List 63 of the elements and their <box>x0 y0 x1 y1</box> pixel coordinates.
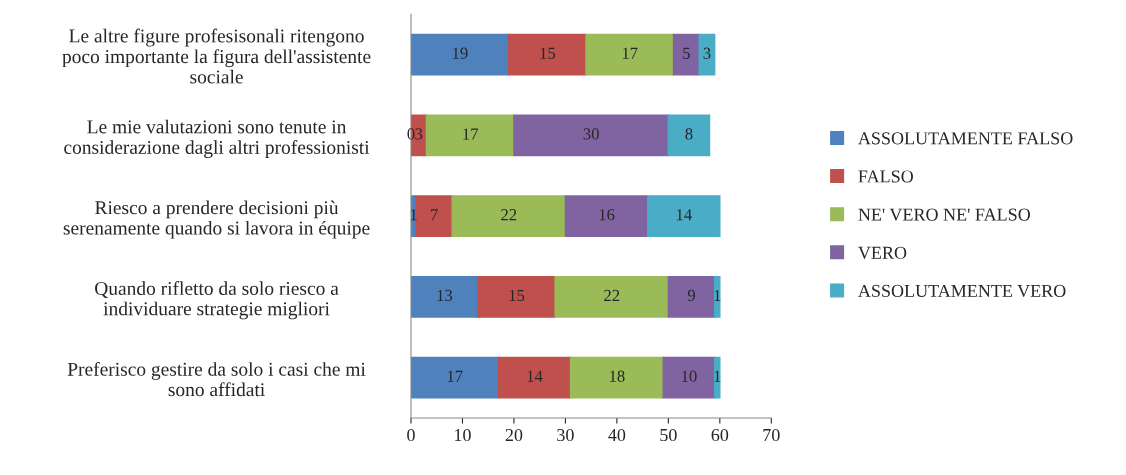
data-label: 7 <box>431 209 438 221</box>
x-tick-label: 0 <box>407 428 415 442</box>
bar <box>477 275 556 318</box>
data-label: 10 <box>682 370 697 382</box>
y-tick-label: Preferisco gestire da solo i casi che mi sono affidati <box>67 361 366 397</box>
x-tick-label: 70 <box>763 428 780 442</box>
bar <box>698 33 716 76</box>
bar <box>662 356 716 399</box>
bar <box>554 275 670 318</box>
data-label: 17 <box>447 370 463 382</box>
bar <box>713 275 721 318</box>
data-label: 14 <box>527 370 543 382</box>
data-label: 14 <box>676 209 692 221</box>
data-label: 19 <box>453 47 468 59</box>
legend-label: NE' VERO NE' FALSO <box>858 208 1031 221</box>
x-tick-label: 60 <box>711 428 729 442</box>
x-tick-label: 10 <box>455 428 471 442</box>
bar <box>508 33 587 76</box>
x-tick-label: 30 <box>557 428 574 442</box>
bar <box>410 275 479 318</box>
bar <box>451 195 567 238</box>
data-label: 3 <box>703 47 711 59</box>
data-label: 17 <box>622 47 638 59</box>
data-label: 16 <box>599 209 615 221</box>
y-tick-label: Le altre figure profesisonali ritengono poco importante la figura dell'assistente sociale <box>62 28 371 84</box>
data-label: 1 <box>714 289 721 301</box>
y-tick-label: Riesco a prendere decisioni più serenamente quando si lavora in équipe <box>63 200 370 239</box>
bar <box>513 114 670 157</box>
bar <box>585 33 675 76</box>
data-label: 1 <box>714 370 721 382</box>
y-tick-label: Le mie valutazioni sono tenute in considerazione dagli altri professionisti <box>64 119 370 158</box>
bar <box>667 114 711 157</box>
data-label: 22 <box>604 289 620 301</box>
data-label: 13 <box>437 289 453 302</box>
data-label: 8 <box>685 128 693 140</box>
y-tick-label: Quando rifletto da solo riesco a individuare strategie migliori <box>95 281 339 320</box>
data-label: 15 <box>509 289 525 302</box>
legend-label: FALSO <box>858 170 913 183</box>
data-label: 3 <box>415 128 423 140</box>
x-tick-label: 40 <box>608 428 626 442</box>
legend-label: VERO <box>858 246 907 259</box>
data-label: 17 <box>463 128 479 140</box>
data-label: 18 <box>610 370 625 382</box>
bar <box>713 356 721 399</box>
bar <box>564 195 649 238</box>
bar <box>667 275 716 318</box>
bar <box>425 114 515 157</box>
bar <box>410 33 510 76</box>
bar <box>672 33 700 76</box>
data-label: 5 <box>683 47 690 59</box>
bar <box>497 356 572 399</box>
legend-label: ASSOLUTAMENTE FALSO <box>858 132 1073 145</box>
data-label: 30 <box>583 128 599 140</box>
bar <box>569 356 664 399</box>
bar <box>410 356 500 399</box>
bar <box>647 195 721 238</box>
legend-label: ASSOLUTAMENTE VERO <box>858 284 1066 298</box>
x-tick-label: 20 <box>505 428 523 442</box>
data-label: 9 <box>687 289 696 302</box>
x-tick-label: 50 <box>660 428 677 442</box>
data-label: 22 <box>501 209 517 221</box>
bar <box>415 195 453 238</box>
data-label: 15 <box>540 47 556 59</box>
